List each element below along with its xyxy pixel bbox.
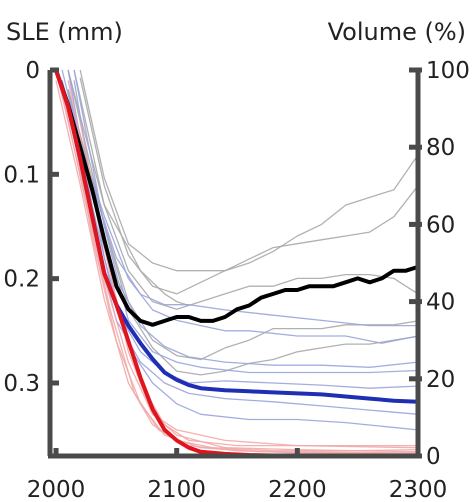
main-lines [54, 68, 420, 458]
left-axis-label: SLE (mm) [6, 18, 123, 46]
ensemble-line-9 [61, 80, 419, 415]
left-tick-label-1: 0.1 [3, 162, 40, 188]
right-axis-label: Volume (%) [328, 18, 466, 46]
ensemble-line-2 [79, 77, 419, 295]
ensemble-line-12 [73, 69, 419, 374]
ensemble-line-1 [79, 69, 419, 272]
left-tick-label-0: 0 [25, 58, 40, 84]
right-tick-label-4: 20 [426, 367, 455, 393]
axis-ticks: 2000 2100 2200 2300 0 0.1 0.2 0.3 100 80 60 40 20 0 [3, 58, 469, 502]
right-tick-label-1: 80 [426, 135, 455, 161]
ensemble-line-6 [61, 69, 419, 344]
left-tick-label-2: 0.2 [3, 267, 40, 293]
blue-sle-line [54, 68, 420, 404]
x-tick-label-3: 2300 [389, 477, 448, 502]
ensemble-line-11 [73, 80, 419, 431]
ensemble-line-8 [67, 90, 418, 327]
ensemble-line-15 [67, 101, 419, 454]
x-tick-label-0: 2000 [27, 477, 86, 502]
right-tick-label-2: 60 [426, 212, 455, 238]
x-tick-label-1: 2100 [147, 477, 206, 502]
right-tick-label-3: 40 [426, 290, 455, 316]
black-volume-line [54, 68, 420, 327]
left-tick-label-3: 0.3 [3, 371, 40, 397]
ensemble-line-3 [73, 69, 419, 310]
ensemble-line-18 [79, 122, 419, 453]
right-tick-label-5: 0 [426, 444, 441, 470]
right-tick-label-0: 100 [426, 58, 470, 84]
x-tick-label-2: 2200 [268, 477, 327, 502]
